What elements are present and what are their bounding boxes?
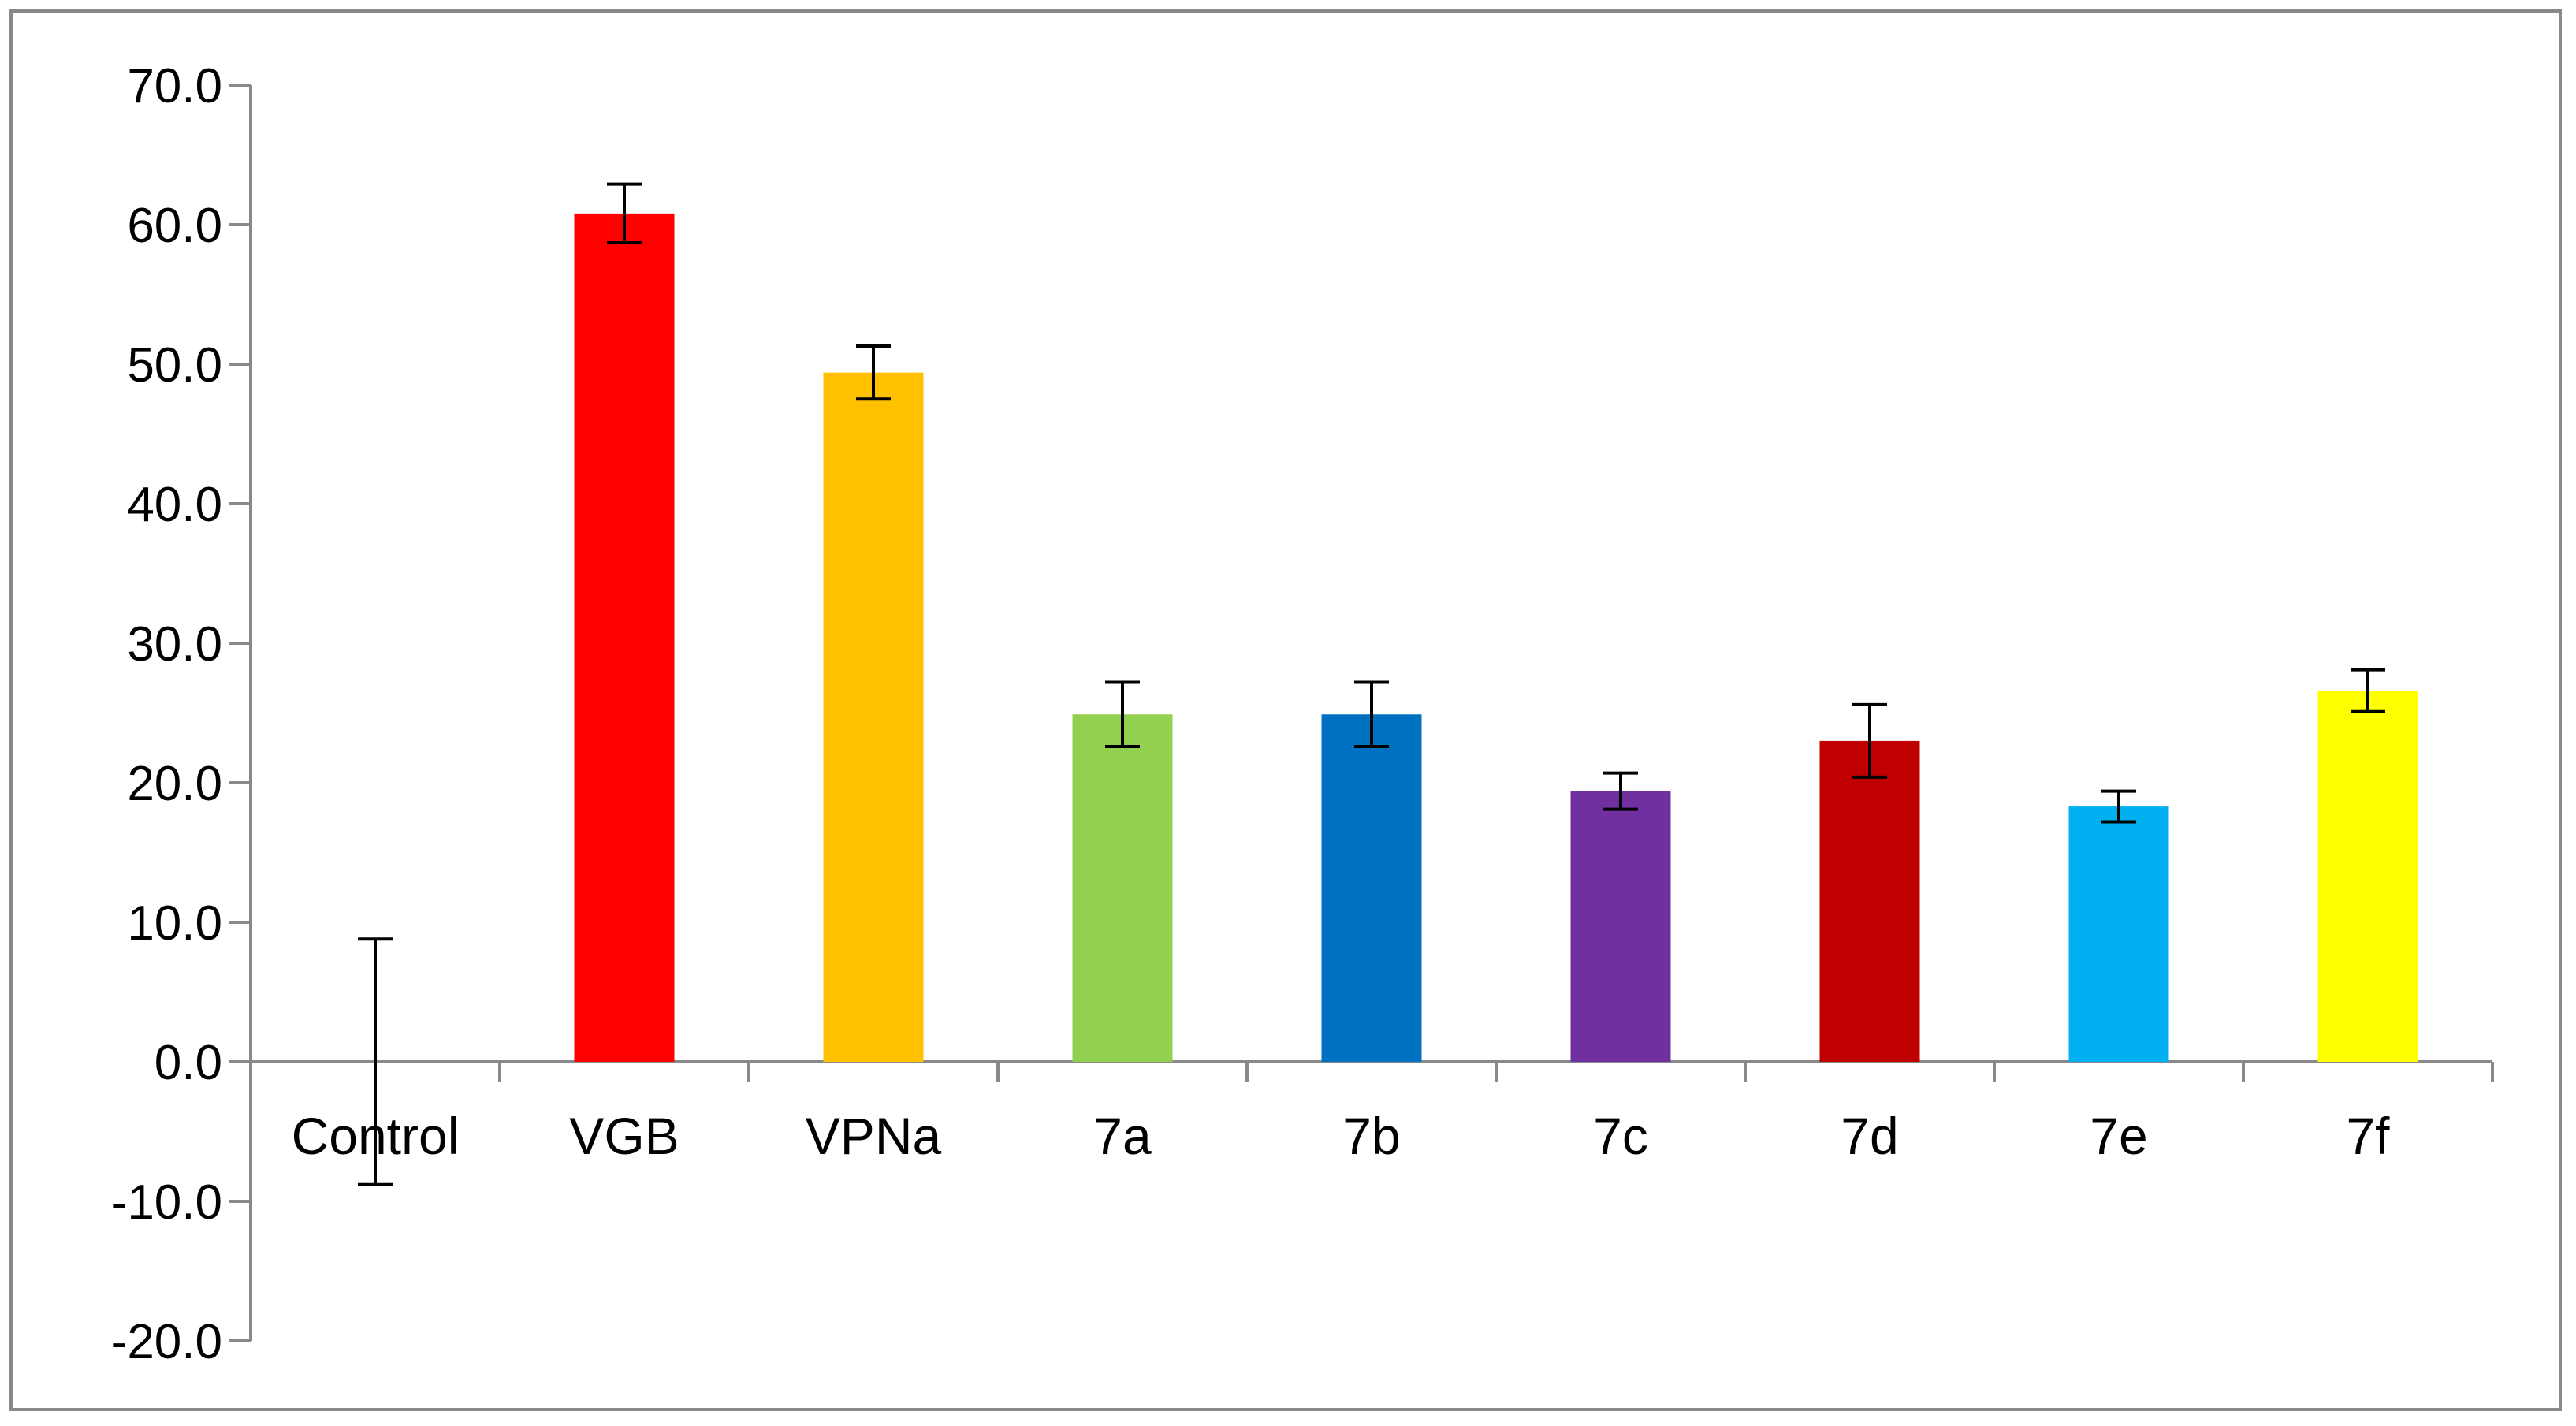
y-tick-label: 0.0: [154, 1036, 222, 1090]
bar: [823, 372, 924, 1062]
y-tick-label: 50.0: [127, 338, 222, 393]
y-tick-label: -20.0: [111, 1315, 222, 1369]
category-label: VPNa: [806, 1107, 942, 1165]
bars: [574, 213, 2418, 1063]
category-label: 7c: [1593, 1107, 1648, 1165]
category-label: 7b: [1342, 1107, 1400, 1165]
category-label: 7f: [2346, 1107, 2390, 1165]
bar: [1072, 714, 1173, 1062]
bar: [1819, 740, 1920, 1062]
chart-frame: [9, 9, 2562, 1411]
labels: 70.0 60.0 50.0 40.0 30.0 20.0 10.0 0.0 -10.0 -20.…: [111, 59, 2391, 1369]
y-tick-label: 10.0: [127, 896, 222, 951]
category-label: Control: [292, 1107, 460, 1165]
bar: [1321, 714, 1422, 1062]
category-label: 7e: [2090, 1107, 2147, 1165]
y-tick-label: -10.0: [111, 1175, 222, 1230]
bar: [2317, 691, 2418, 1062]
bar: [1570, 791, 1671, 1062]
y-tick-label: 60.0: [127, 199, 222, 253]
y-tick-label: 30.0: [127, 617, 222, 672]
y-tick-label: 70.0: [127, 59, 222, 114]
bar: [574, 213, 675, 1063]
category-label: 7d: [1841, 1107, 1898, 1165]
category-label: VGB: [569, 1107, 679, 1165]
y-tick-label: 20.0: [127, 757, 222, 811]
y-tick-label: 40.0: [127, 478, 222, 532]
category-label: 7a: [1093, 1107, 1152, 1165]
bar: [2068, 806, 2169, 1062]
error-bars: [358, 182, 2385, 1186]
